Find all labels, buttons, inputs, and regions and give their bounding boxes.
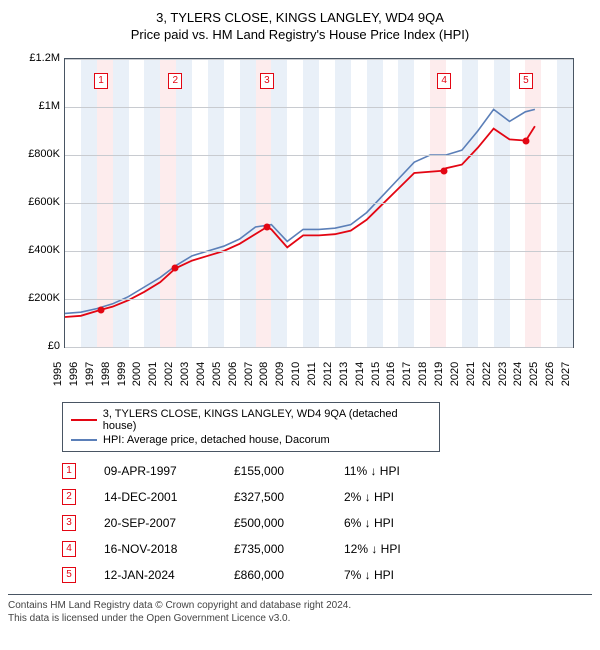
sale-point	[172, 265, 179, 272]
transaction-diff: 11% ↓ HPI	[344, 464, 464, 478]
x-axis-label: 2015	[370, 362, 382, 386]
x-axis-label: 2007	[243, 362, 255, 386]
transaction-price: £155,000	[234, 464, 344, 478]
x-axis-label: 2011	[306, 362, 318, 386]
transaction-marker: 2	[62, 489, 76, 505]
x-axis-label: 2017	[401, 362, 413, 386]
footer-line-2: This data is licensed under the Open Gov…	[8, 612, 592, 625]
x-axis-label: 2027	[560, 362, 572, 386]
sale-point	[522, 137, 529, 144]
x-axis-label: 1995	[52, 362, 64, 386]
y-gridline	[65, 299, 573, 300]
chart-title-main: 3, TYLERS CLOSE, KINGS LANGLEY, WD4 9QA	[8, 10, 592, 25]
chart-marker: 5	[519, 73, 533, 89]
x-axis-label: 2022	[481, 362, 493, 386]
x-axis-label: 2023	[497, 362, 509, 386]
transaction-date: 20-SEP-2007	[104, 516, 234, 530]
transaction-diff: 2% ↓ HPI	[344, 490, 464, 504]
transaction-marker: 3	[62, 515, 76, 531]
footer: Contains HM Land Registry data © Crown c…	[8, 594, 592, 625]
transaction-row: 4 16-NOV-2018£735,00012% ↓ HPI	[62, 536, 592, 562]
chart-title-sub: Price paid vs. HM Land Registry's House …	[8, 27, 592, 42]
legend-item: 3, TYLERS CLOSE, KINGS LANGLEY, WD4 9QA …	[71, 407, 431, 433]
x-axis-label: 2018	[417, 362, 429, 386]
transaction-price: £735,000	[234, 542, 344, 556]
legend-item: HPI: Average price, detached house, Daco…	[71, 433, 431, 447]
transaction-diff: 12% ↓ HPI	[344, 542, 464, 556]
transaction-price: £327,500	[234, 490, 344, 504]
transaction-marker: 5	[62, 567, 76, 583]
x-axis-label: 2025	[528, 362, 540, 386]
legend-label: HPI: Average price, detached house, Daco…	[103, 434, 330, 446]
x-axis-label: 1999	[116, 362, 128, 386]
x-axis-label: 2001	[147, 362, 159, 386]
legend-swatch	[71, 419, 97, 421]
transaction-date: 16-NOV-2018	[104, 542, 234, 556]
transaction-price: £860,000	[234, 568, 344, 582]
y-axis-label: £0	[18, 340, 60, 352]
x-axis-label: 2020	[449, 362, 461, 386]
transaction-date: 14-DEC-2001	[104, 490, 234, 504]
chart-container: 3, TYLERS CLOSE, KINGS LANGLEY, WD4 9QA …	[0, 0, 600, 629]
y-gridline	[65, 107, 573, 108]
transaction-row: 2 14-DEC-2001£327,5002% ↓ HPI	[62, 484, 592, 510]
chart-area: 1 2 3 4 5 £0 £200K £400K £600K £800K £1M £1.2M 1995…	[20, 48, 580, 398]
y-axis-label: £1.2M	[18, 52, 60, 64]
y-gridline	[65, 155, 573, 156]
x-axis-label: 2016	[385, 362, 397, 386]
x-axis-label: 2004	[195, 362, 207, 386]
x-axis-label: 2013	[338, 362, 350, 386]
y-axis-label: £600K	[18, 196, 60, 208]
y-gridline	[65, 347, 573, 348]
x-axis-label: 2006	[227, 362, 239, 386]
legend-label: 3, TYLERS CLOSE, KINGS LANGLEY, WD4 9QA …	[103, 408, 431, 432]
x-axis-label: 2024	[512, 362, 524, 386]
transactions-table: 1 09-APR-1997£155,00011% ↓ HPI 2 14-DEC-200…	[62, 458, 592, 588]
x-axis-label: 2005	[211, 362, 223, 386]
x-axis-label: 2008	[258, 362, 270, 386]
x-axis-label: 2021	[465, 362, 477, 386]
y-axis-label: £1M	[18, 100, 60, 112]
x-axis-label: 2014	[354, 362, 366, 386]
plot-region: 1 2 3 4 5	[64, 58, 574, 348]
x-axis-label: 2002	[163, 362, 175, 386]
transaction-diff: 6% ↓ HPI	[344, 516, 464, 530]
x-axis-label: 2026	[544, 362, 556, 386]
y-axis-label: £200K	[18, 292, 60, 304]
sale-point	[441, 167, 448, 174]
x-axis-label: 1996	[68, 362, 80, 386]
y-axis-label: £400K	[18, 244, 60, 256]
x-axis-label: 2012	[322, 362, 334, 386]
series-line	[65, 109, 535, 313]
transaction-diff: 7% ↓ HPI	[344, 568, 464, 582]
x-axis-label: 1998	[100, 362, 112, 386]
chart-marker: 1	[94, 73, 108, 89]
x-axis-label: 2003	[179, 362, 191, 386]
transaction-price: £500,000	[234, 516, 344, 530]
transaction-row: 3 20-SEP-2007£500,0006% ↓ HPI	[62, 510, 592, 536]
chart-marker: 4	[437, 73, 451, 89]
y-gridline	[65, 59, 573, 60]
footer-line-1: Contains HM Land Registry data © Crown c…	[8, 599, 592, 612]
transaction-row: 1 09-APR-1997£155,00011% ↓ HPI	[62, 458, 592, 484]
chart-marker: 2	[168, 73, 182, 89]
y-gridline	[65, 251, 573, 252]
transaction-marker: 1	[62, 463, 76, 479]
legend-swatch	[71, 439, 97, 441]
transaction-date: 09-APR-1997	[104, 464, 234, 478]
x-axis-label: 2000	[131, 362, 143, 386]
y-gridline	[65, 203, 573, 204]
transaction-marker: 4	[62, 541, 76, 557]
y-axis-label: £800K	[18, 148, 60, 160]
sale-point	[263, 224, 270, 231]
x-axis-label: 2019	[433, 362, 445, 386]
x-axis-label: 2009	[274, 362, 286, 386]
transaction-row: 5 12-JAN-2024£860,0007% ↓ HPI	[62, 562, 592, 588]
chart-marker: 3	[260, 73, 274, 89]
transaction-date: 12-JAN-2024	[104, 568, 234, 582]
legend: 3, TYLERS CLOSE, KINGS LANGLEY, WD4 9QA …	[62, 402, 440, 452]
x-axis-label: 2010	[290, 362, 302, 386]
sale-point	[98, 306, 105, 313]
x-axis-label: 1997	[84, 362, 96, 386]
